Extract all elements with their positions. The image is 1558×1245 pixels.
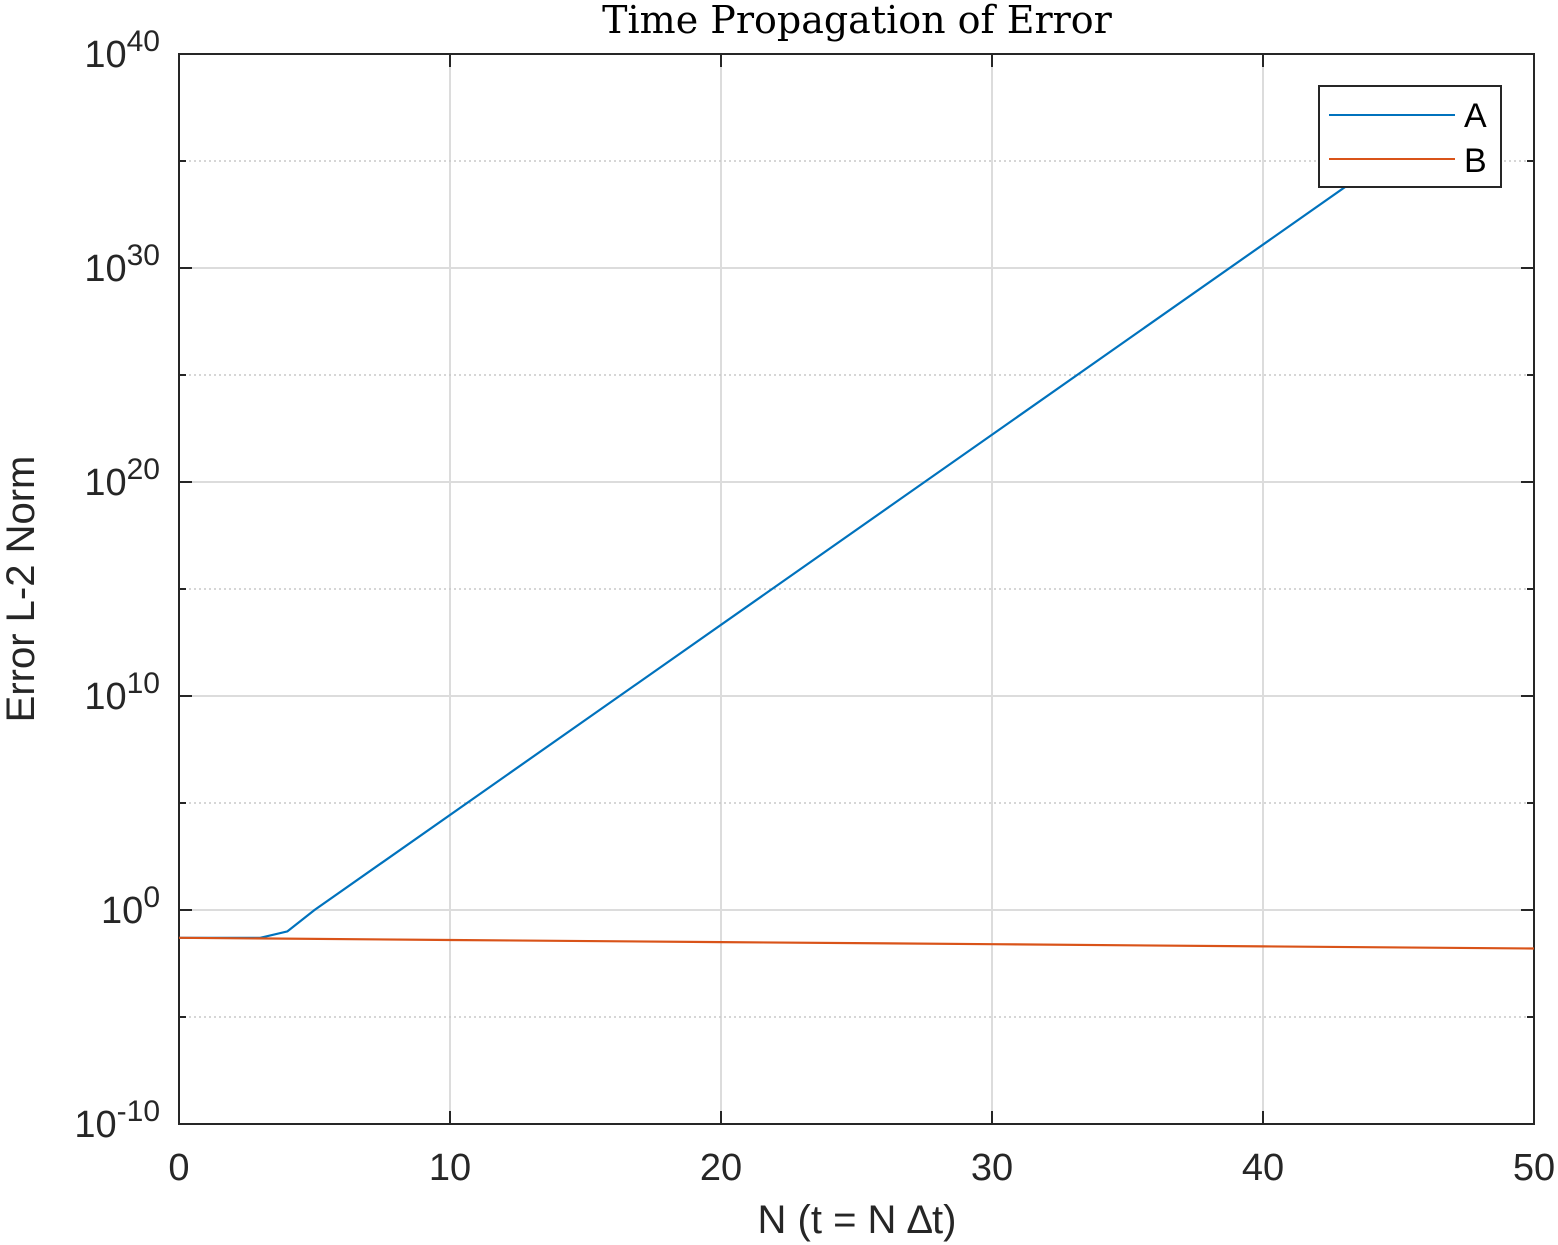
y-tick-label: 1030 [84,239,160,290]
legend-label-a: A [1464,97,1487,135]
x-tick-label: 0 [168,1147,189,1189]
legend: A B [1318,85,1502,188]
y-tick-label: 1040 [84,25,160,76]
axis-ticks [178,53,1535,1125]
x-tick-label: 50 [1513,1147,1555,1189]
x-axis-label: N (t = N ∆t) [758,1198,957,1242]
x-tick-label: 30 [971,1147,1013,1189]
y-tick-label: 10-10 [74,1095,160,1146]
legend-box [1318,85,1502,188]
y-tick-label: 100 [101,881,160,932]
legend-label-b: B [1464,142,1487,180]
chart-title: Time Propagation of Error [602,0,1112,42]
series-lines [178,91,1535,950]
series-line-a [179,91,1481,939]
series-line-b [178,936,1535,950]
y-tick-labels: 10-10 100 1010 1020 1030 1040 [74,25,160,1146]
y-tick-label: 1010 [84,667,160,718]
x-tick-labels: 0 10 20 30 40 50 [168,1147,1555,1189]
y-axis-label: Error L-2 Norm [0,456,43,723]
y-tick-label: 1020 [84,453,160,504]
x-tick-label: 20 [700,1147,742,1189]
x-tick-label: 10 [429,1147,471,1189]
grid [179,54,1534,1124]
x-tick-label: 40 [1242,1147,1284,1189]
